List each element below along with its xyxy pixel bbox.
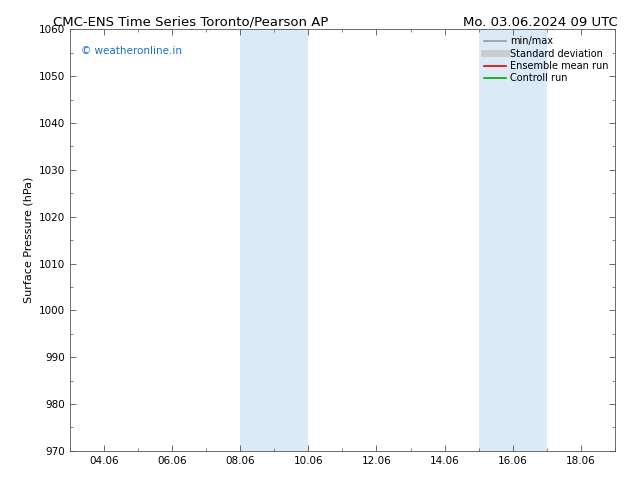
Y-axis label: Surface Pressure (hPa): Surface Pressure (hPa) — [23, 177, 33, 303]
Text: Mo. 03.06.2024 09 UTC: Mo. 03.06.2024 09 UTC — [463, 16, 618, 29]
Bar — [479, 29, 513, 451]
Legend: min/max, Standard deviation, Ensemble mean run, Controll run: min/max, Standard deviation, Ensemble me… — [482, 34, 610, 85]
Text: © weatheronline.in: © weatheronline.in — [81, 46, 182, 56]
Bar — [274, 29, 308, 451]
Text: CMC-ENS Time Series Toronto/Pearson AP: CMC-ENS Time Series Toronto/Pearson AP — [53, 16, 328, 29]
Bar — [513, 29, 547, 451]
Bar — [240, 29, 274, 451]
